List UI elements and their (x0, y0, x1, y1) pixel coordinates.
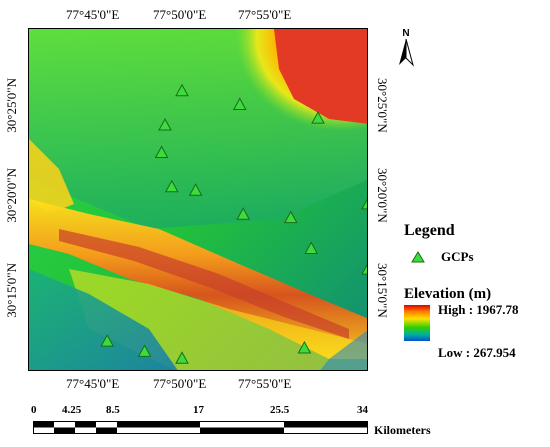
elevation-raster (29, 29, 367, 370)
elevation-map (28, 28, 368, 371)
gcp-marker-12 (361, 263, 367, 275)
gcp-marker-2 (158, 117, 172, 131)
gcp-marker-7 (188, 183, 203, 196)
gcp-legend-label: GCPs (441, 249, 474, 264)
gcp-marker-5 (154, 145, 169, 158)
scale-bar (33, 421, 368, 434)
legend-title: Legend (404, 222, 455, 239)
left-lat-label-3: 30°15'0"N (4, 263, 19, 318)
right-lat-label-2: 30°20'0"N (375, 168, 390, 223)
scale-tick-2: 8.5 (106, 404, 120, 416)
top-lon-label-1: 77°45'0"E (66, 7, 120, 22)
gcp-marker-4 (175, 83, 189, 97)
bottom-lon-label-1: 77°45'0"E (66, 376, 120, 391)
gcp-marker-9 (283, 210, 298, 224)
north-arrow-icon (399, 38, 414, 67)
gcp-marker-10 (361, 198, 367, 210)
gcp-marker-13 (100, 334, 115, 347)
top-lon-label-3: 77°55'0"E (238, 7, 292, 22)
gcp-legend-icon (411, 251, 425, 263)
gcp-marker-11 (304, 241, 319, 255)
elevation-low-label: Low : 267.954 (438, 345, 516, 360)
left-lat-label-1: 30°25'0"N (4, 78, 19, 133)
bottom-lon-label-3: 77°55'0"E (238, 376, 292, 391)
gcp-marker-3 (311, 111, 325, 124)
right-lat-label-1: 30°25'0"N (375, 78, 390, 133)
gcp-marker-6 (164, 179, 179, 193)
scale-unit-label: Kilometers (374, 423, 431, 437)
gcp-marker-8 (236, 207, 251, 220)
scale-tick-4: 25.5 (270, 404, 290, 416)
top-lon-label-2: 77°50'0"E (153, 7, 207, 22)
gcp-marker-1 (232, 97, 247, 110)
gcp-marker-15 (297, 340, 312, 354)
north-arrow: N (395, 28, 417, 68)
scale-tick-0: 0 (31, 404, 37, 416)
elevation-title: Elevation (m) (404, 286, 492, 302)
elevation-high-label: High : 1967.78 (438, 302, 519, 317)
north-label: N (402, 28, 410, 39)
gcp-marker-16 (175, 351, 189, 364)
gcp-marker-14 (137, 344, 152, 357)
left-lat-label-2: 30°20'0"N (4, 168, 19, 223)
scale-tick-1: 4.25 (62, 404, 82, 416)
bottom-lon-label-2: 77°50'0"E (153, 376, 207, 391)
elevation-color-ramp (404, 305, 430, 341)
right-lat-label-3: 30°15'0"N (375, 263, 390, 318)
scale-tick-3: 17 (193, 404, 204, 416)
gcp-layer (100, 83, 367, 364)
scale-tick-5: 34 (357, 404, 368, 416)
